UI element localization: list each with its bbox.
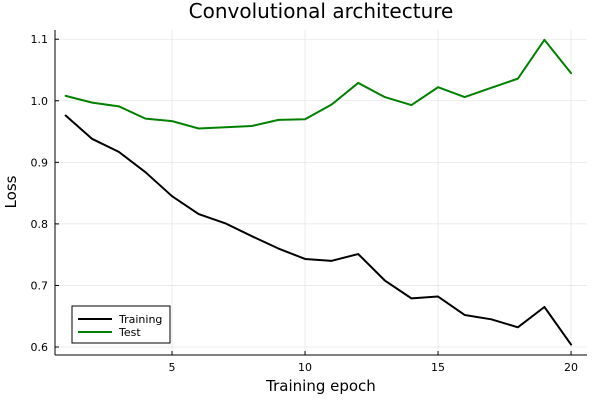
x-tick-label: 20 xyxy=(564,361,578,374)
series-line-training xyxy=(64,114,573,346)
x-tick-label: 15 xyxy=(431,361,445,374)
legend-box xyxy=(71,305,171,344)
x-ticks: 5 10 15 20 xyxy=(169,351,578,374)
legend: Training Test xyxy=(71,305,171,344)
y-ticks: 0.6 0.7 0.8 0.9 1.0 1.1 xyxy=(31,33,59,354)
y-tick-label: 1.1 xyxy=(31,33,49,46)
y-tick-label: 1.0 xyxy=(31,95,49,108)
y-tick-label: 0.8 xyxy=(31,218,49,231)
series-line-test xyxy=(64,38,573,130)
y-tick-label: 0.6 xyxy=(31,341,49,354)
legend-label-test: Test xyxy=(118,326,141,339)
y-tick-label: 0.9 xyxy=(31,156,49,169)
axes xyxy=(54,30,587,356)
series xyxy=(64,38,573,346)
y-tick-label: 0.7 xyxy=(31,279,49,292)
x-tick-label: 5 xyxy=(169,361,176,374)
grid xyxy=(55,30,587,355)
chart-title: Convolutional architecture xyxy=(189,0,454,23)
y-axis-label: Loss xyxy=(2,175,20,208)
legend-label-training: Training xyxy=(118,313,162,326)
x-axis-label: Training epoch xyxy=(265,377,376,395)
x-tick-label: 10 xyxy=(298,361,312,374)
